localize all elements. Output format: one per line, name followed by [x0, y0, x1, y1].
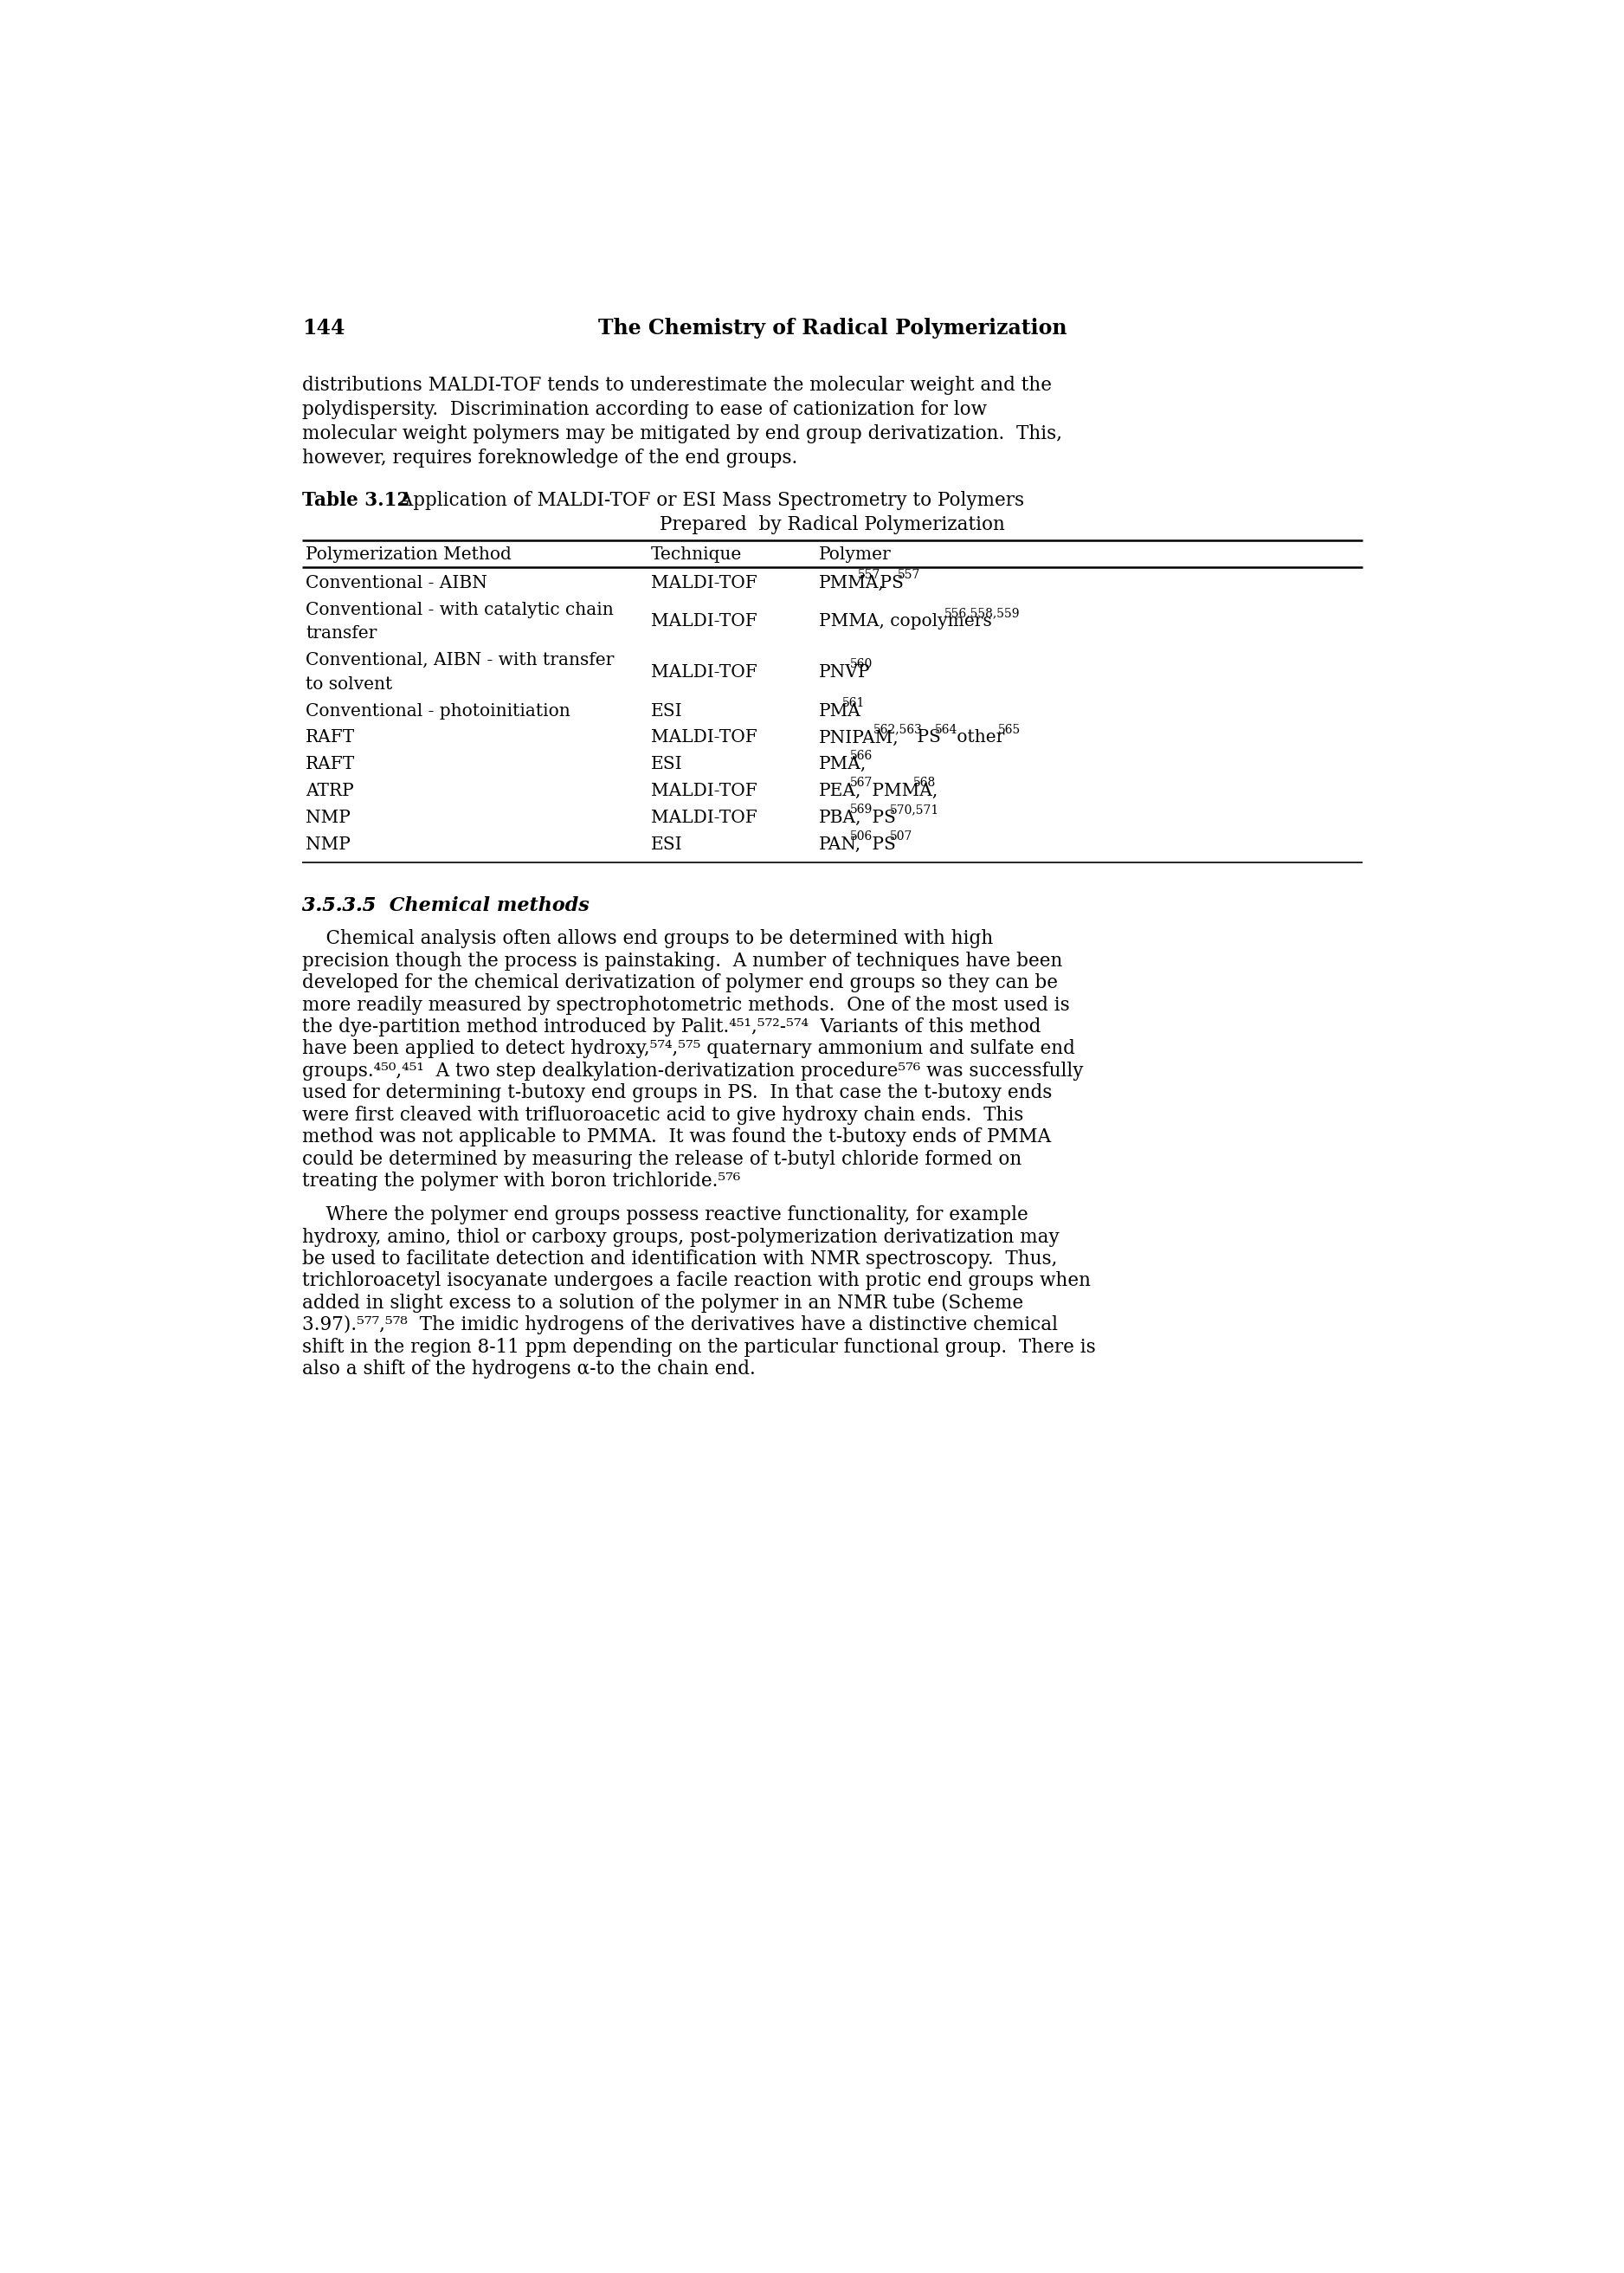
Text: used for determining t-butoxy end groups in PS.  In that case the t-butoxy ends: used for determining t-butoxy end groups… [302, 1084, 1052, 1102]
Text: PMA: PMA [818, 702, 861, 718]
Text: 557: 557 [898, 568, 921, 582]
Text: ESI: ESI [651, 702, 682, 718]
Text: MALDI-TOF: MALDI-TOF [651, 614, 757, 630]
Text: 556,558,559: 556,558,559 [944, 607, 1020, 621]
Text: PNIPAM,: PNIPAM, [818, 730, 900, 746]
Text: to solvent: to solvent [305, 675, 393, 693]
Text: 506: 506 [851, 830, 874, 843]
Text: could be determined by measuring the release of t-butyl chloride formed on: could be determined by measuring the rel… [302, 1150, 1021, 1168]
Text: added in slight excess to a solution of the polymer in an NMR tube (Scheme: added in slight excess to a solution of … [302, 1293, 1023, 1314]
Text: Polymerization Method: Polymerization Method [305, 548, 512, 564]
Text: the dye-partition method introduced by Palit.⁴⁵¹,⁵⁷²-⁵⁷⁴  Variants of this metho: the dye-partition method introduced by P… [302, 1018, 1041, 1036]
Text: Chemical analysis often allows end groups to be determined with high: Chemical analysis often allows end group… [302, 930, 994, 948]
Text: 144: 144 [302, 318, 346, 339]
Text: RAFT: RAFT [305, 730, 356, 746]
Text: however, requires foreknowledge of the end groups.: however, requires foreknowledge of the e… [302, 448, 797, 468]
Text: more readily measured by spectrophotometric methods.  One of the most used is: more readily measured by spectrophotomet… [302, 996, 1070, 1014]
Text: MALDI-TOF: MALDI-TOF [651, 809, 757, 825]
Text: groups.⁴⁵⁰,⁴⁵¹  A two step dealkylation-derivatization procedure⁵⁷⁶ was successf: groups.⁴⁵⁰,⁴⁵¹ A two step dealkylation-d… [302, 1061, 1083, 1080]
Text: Conventional - photoinitiation: Conventional - photoinitiation [305, 702, 570, 718]
Text: PAN,: PAN, [818, 836, 861, 852]
Text: molecular weight polymers may be mitigated by end group derivatization.  This,: molecular weight polymers may be mitigat… [302, 425, 1062, 443]
Text: 3.5.3.5: 3.5.3.5 [302, 896, 390, 916]
Text: NMP: NMP [305, 809, 351, 825]
Text: treating the polymer with boron trichloride.⁵⁷⁶: treating the polymer with boron trichlor… [302, 1171, 741, 1191]
Text: be used to facilitate detection and identification with NMR spectroscopy.  Thus,: be used to facilitate detection and iden… [302, 1250, 1057, 1268]
Text: 566: 566 [851, 750, 874, 761]
Text: hydroxy, amino, thiol or carboxy groups, post-polymerization derivatization may: hydroxy, amino, thiol or carboxy groups,… [302, 1227, 1059, 1246]
Text: The Chemistry of Radical Polymerization: The Chemistry of Radical Polymerization [598, 318, 1067, 339]
Text: MALDI-TOF: MALDI-TOF [651, 575, 757, 591]
Text: MALDI-TOF: MALDI-TOF [651, 664, 757, 680]
Text: 565: 565 [999, 723, 1021, 736]
Text: PS: PS [867, 809, 896, 825]
Text: ESI: ESI [651, 836, 682, 852]
Text: MALDI-TOF: MALDI-TOF [651, 730, 757, 746]
Text: 567: 567 [851, 777, 874, 789]
Text: RAFT: RAFT [305, 757, 356, 773]
Text: 557: 557 [857, 568, 880, 582]
Text: PS: PS [867, 836, 896, 852]
Text: PMA,: PMA, [818, 757, 867, 773]
Text: have been applied to detect hydroxy,⁵⁷⁴,⁵⁷⁵ quaternary ammonium and sulfate end: have been applied to detect hydroxy,⁵⁷⁴,… [302, 1039, 1075, 1059]
Text: Technique: Technique [651, 548, 742, 564]
Text: Prepared  by Radical Polymerization: Prepared by Radical Polymerization [659, 514, 1005, 534]
Text: MALDI-TOF: MALDI-TOF [651, 782, 757, 800]
Text: shift in the region 8-11 ppm depending on the particular functional group.  Ther: shift in the region 8-11 ppm depending o… [302, 1337, 1096, 1357]
Text: PS: PS [911, 730, 940, 746]
Text: 3.5.3.5  Chemical methods: 3.5.3.5 Chemical methods [302, 896, 590, 916]
Text: Conventional - with catalytic chain: Conventional - with catalytic chain [305, 602, 614, 618]
Text: PS: PS [874, 575, 903, 591]
Text: 568: 568 [913, 777, 935, 789]
Text: Table 3.12: Table 3.12 [302, 491, 409, 509]
Text: 3.97).⁵⁷⁷,⁵⁷⁸  The imidic hydrogens of the derivatives have a distinctive chemic: 3.97).⁵⁷⁷,⁵⁷⁸ The imidic hydrogens of th… [302, 1316, 1057, 1334]
Text: Conventional, AIBN - with transfer: Conventional, AIBN - with transfer [305, 652, 614, 668]
Text: Where the polymer end groups possess reactive functionality, for example: Where the polymer end groups possess rea… [302, 1205, 1028, 1225]
Text: trichloroacetyl isocyanate undergoes a facile reaction with protic end groups wh: trichloroacetyl isocyanate undergoes a f… [302, 1271, 1091, 1291]
Text: ESI: ESI [651, 757, 682, 773]
Text: Conventional - AIBN: Conventional - AIBN [305, 575, 487, 591]
Text: PNVP: PNVP [818, 664, 870, 680]
Text: developed for the chemical derivatization of polymer end groups so they can be: developed for the chemical derivatizatio… [302, 973, 1057, 993]
Text: 564: 564 [935, 723, 958, 736]
Text: 560: 560 [851, 659, 874, 671]
Text: method was not applicable to PMMA.  It was found the t-butoxy ends of PMMA: method was not applicable to PMMA. It wa… [302, 1127, 1051, 1146]
Text: PMMA,: PMMA, [867, 782, 937, 800]
Text: polydispersity.  Discrimination according to ease of cationization for low: polydispersity. Discrimination according… [302, 400, 987, 418]
Text: PEA,: PEA, [818, 782, 862, 800]
Text: also a shift of the hydrogens α-to the chain end.: also a shift of the hydrogens α-to the c… [302, 1359, 755, 1380]
Text: 507: 507 [890, 830, 913, 843]
Text: distributions MALDI-TOF tends to underestimate the molecular weight and the: distributions MALDI-TOF tends to underes… [302, 375, 1052, 396]
Text: precision though the process is painstaking.  A number of techniques have been: precision though the process is painstak… [302, 952, 1062, 971]
Text: 561: 561 [843, 698, 866, 709]
Text: NMP: NMP [305, 836, 351, 852]
Text: Polymer: Polymer [818, 548, 892, 564]
Text: ATRP: ATRP [305, 782, 354, 800]
Text: other: other [952, 730, 1004, 746]
Text: 562,563: 562,563 [874, 723, 922, 736]
Text: transfer: transfer [305, 625, 377, 641]
Text: PBA,: PBA, [818, 809, 862, 825]
Text: Application of MALDI-TOF or ESI Mass Spectrometry to Polymers: Application of MALDI-TOF or ESI Mass Spe… [388, 491, 1025, 509]
Text: were first cleaved with trifluoroacetic acid to give hydroxy chain ends.  This: were first cleaved with trifluoroacetic … [302, 1105, 1023, 1125]
Text: 570,571: 570,571 [890, 802, 940, 816]
Text: PMMA,: PMMA, [818, 575, 885, 591]
Text: 569: 569 [851, 802, 874, 816]
Text: PMMA, copolymers: PMMA, copolymers [818, 614, 992, 630]
